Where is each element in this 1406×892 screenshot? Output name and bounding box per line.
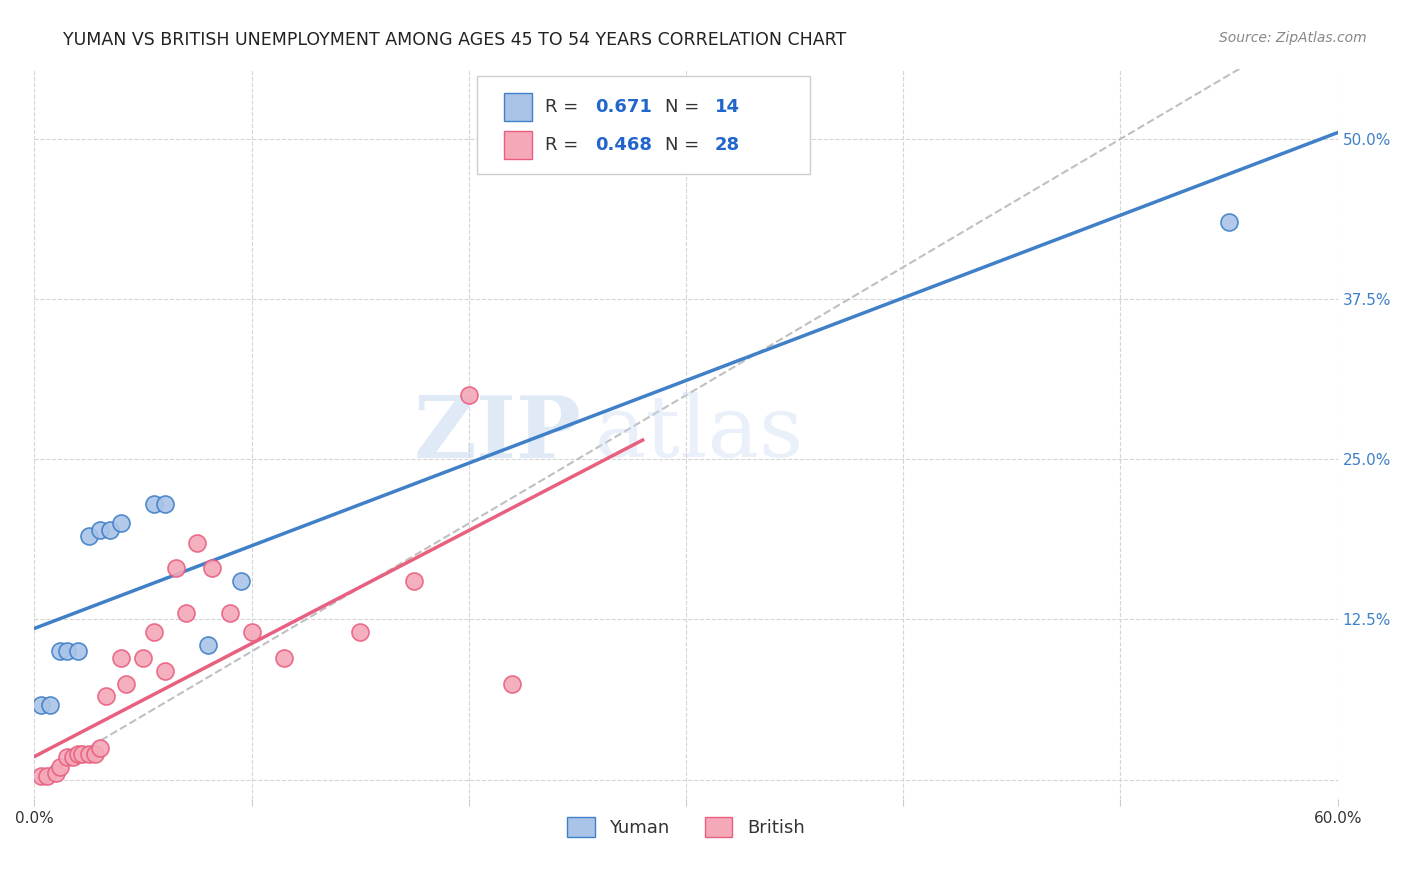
- Point: [1218, 215, 1240, 229]
- Text: R =: R =: [546, 98, 585, 116]
- Point: [66, 644, 89, 658]
- Text: 0.671: 0.671: [595, 98, 651, 116]
- Point: [37, 769, 59, 783]
- Point: [62, 749, 84, 764]
- Text: N =: N =: [665, 136, 706, 154]
- FancyBboxPatch shape: [503, 93, 533, 120]
- Point: [349, 625, 371, 640]
- Point: [457, 388, 479, 402]
- Legend: Yuman, British: Yuman, British: [560, 809, 811, 845]
- Point: [110, 516, 132, 531]
- Point: [501, 676, 523, 690]
- Point: [49, 760, 72, 774]
- Point: [186, 535, 208, 549]
- Point: [77, 529, 100, 543]
- Text: 0.468: 0.468: [595, 136, 652, 154]
- Point: [56, 749, 79, 764]
- Point: [404, 574, 426, 588]
- Point: [229, 574, 252, 588]
- Point: [201, 561, 224, 575]
- Text: Source: ZipAtlas.com: Source: ZipAtlas.com: [1219, 31, 1367, 45]
- Point: [142, 497, 165, 511]
- Text: 14: 14: [714, 98, 740, 116]
- Point: [100, 523, 122, 537]
- Point: [240, 625, 263, 640]
- Point: [153, 664, 176, 678]
- Text: N =: N =: [665, 98, 706, 116]
- Point: [77, 747, 100, 761]
- Point: [165, 561, 187, 575]
- Point: [176, 606, 198, 620]
- FancyBboxPatch shape: [503, 131, 533, 159]
- Point: [197, 638, 219, 652]
- Point: [110, 651, 132, 665]
- Point: [49, 644, 72, 658]
- Text: ZIP: ZIP: [413, 392, 582, 475]
- Point: [218, 606, 240, 620]
- Point: [142, 625, 165, 640]
- Point: [132, 651, 155, 665]
- Point: [114, 676, 136, 690]
- Point: [56, 644, 79, 658]
- Point: [273, 651, 295, 665]
- Text: atlas: atlas: [595, 392, 804, 475]
- Point: [66, 747, 89, 761]
- Point: [89, 523, 111, 537]
- Text: R =: R =: [546, 136, 585, 154]
- Point: [153, 497, 176, 511]
- Point: [84, 747, 107, 761]
- Point: [70, 747, 93, 761]
- Point: [30, 769, 52, 783]
- Point: [38, 698, 60, 713]
- Text: 28: 28: [714, 136, 740, 154]
- FancyBboxPatch shape: [478, 76, 810, 175]
- Point: [89, 740, 111, 755]
- Point: [30, 698, 52, 713]
- Point: [45, 766, 67, 780]
- Point: [94, 690, 117, 704]
- Text: YUMAN VS BRITISH UNEMPLOYMENT AMONG AGES 45 TO 54 YEARS CORRELATION CHART: YUMAN VS BRITISH UNEMPLOYMENT AMONG AGES…: [63, 31, 846, 49]
